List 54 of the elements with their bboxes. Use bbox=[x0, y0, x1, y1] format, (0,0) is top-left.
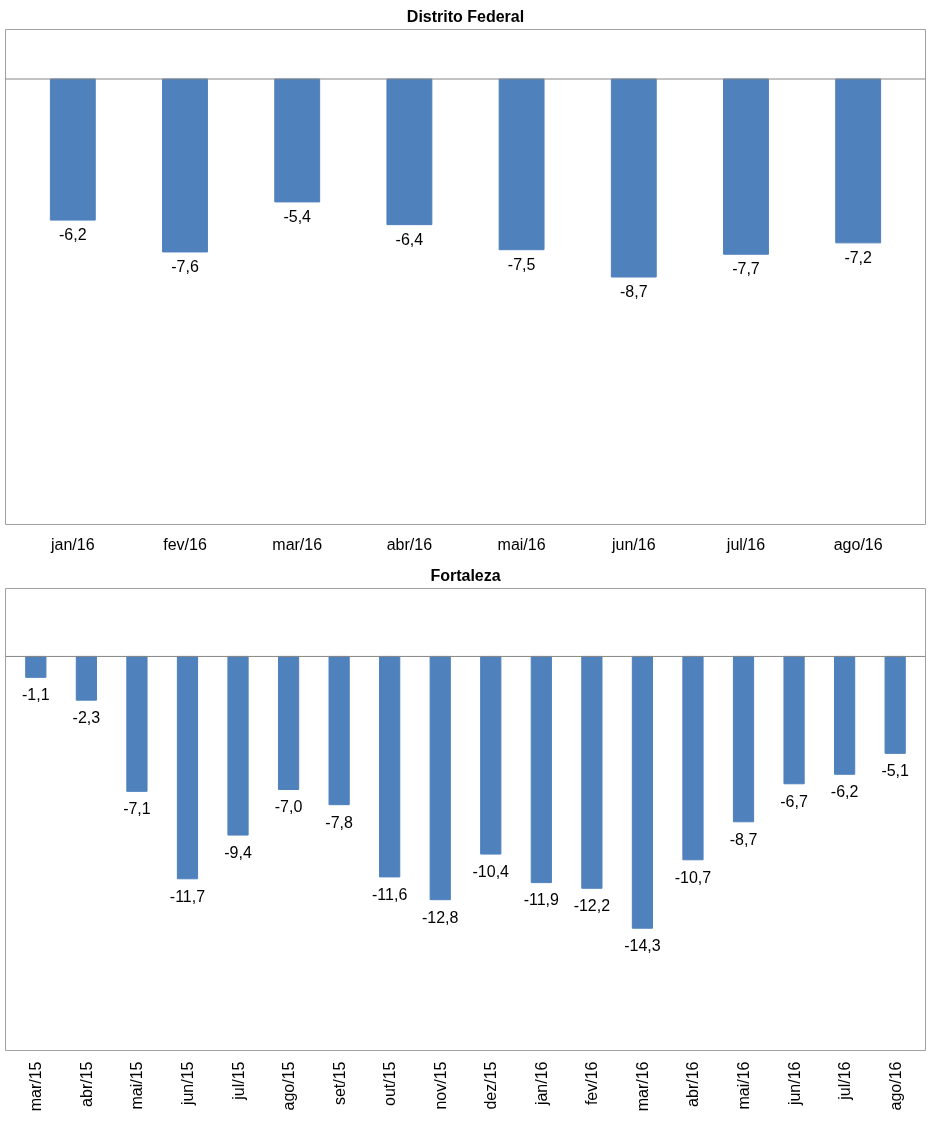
data-label: -1,1 bbox=[22, 686, 50, 704]
data-label: -10,4 bbox=[472, 862, 510, 880]
x-tick-label: mar/15 bbox=[27, 1061, 45, 1112]
x-tick-label: ago/16 bbox=[833, 535, 883, 553]
data-label: -6,2 bbox=[59, 226, 87, 244]
chart-title: Fortaleza bbox=[430, 566, 501, 584]
data-label: -7,7 bbox=[732, 260, 760, 278]
x-tick-label: out/15 bbox=[381, 1061, 399, 1106]
x-tick-label: ago/15 bbox=[280, 1061, 298, 1111]
x-tick-label: jun/15 bbox=[178, 1061, 196, 1107]
x-tick-label: dez/15 bbox=[482, 1061, 500, 1110]
data-label: -6,2 bbox=[830, 783, 859, 801]
data-label: -11,6 bbox=[372, 885, 408, 903]
data-label: -8,7 bbox=[620, 282, 648, 300]
data-label: -7,5 bbox=[507, 255, 536, 273]
x-tick-label: fev/16 bbox=[583, 1061, 601, 1106]
x-tick-label: jul/16 bbox=[725, 535, 766, 553]
x-tick-label: mar/16 bbox=[633, 1061, 651, 1112]
x-tick-label: jul/16 bbox=[836, 1061, 854, 1101]
data-label: -10,7 bbox=[674, 868, 712, 886]
data-label: -5,1 bbox=[881, 762, 910, 780]
data-label: -9,4 bbox=[224, 843, 252, 861]
data-label: -11,9 bbox=[523, 891, 560, 909]
x-tick-label: abr/15 bbox=[77, 1061, 95, 1107]
x-tick-label: jun/16 bbox=[785, 1061, 803, 1107]
data-label: -7,0 bbox=[274, 798, 303, 816]
data-label: -12,8 bbox=[421, 908, 459, 926]
data-label: -6,7 bbox=[780, 792, 808, 810]
x-tick-label: ago/16 bbox=[886, 1061, 904, 1111]
x-tick-label: mai/16 bbox=[735, 1061, 753, 1110]
x-tick-label: fev/16 bbox=[163, 535, 207, 553]
chart-title: Distrito Federal bbox=[406, 7, 525, 25]
data-label: -8,7 bbox=[729, 830, 758, 848]
x-tick-label: mai/15 bbox=[128, 1061, 146, 1110]
data-label: -5,4 bbox=[283, 207, 312, 225]
x-tick-label: mar/16 bbox=[272, 535, 323, 553]
data-label: -12,2 bbox=[573, 897, 611, 915]
x-tick-label: jun/16 bbox=[611, 535, 656, 553]
x-tick-label: abr/16 bbox=[684, 1061, 702, 1107]
data-label: -7,1 bbox=[123, 800, 151, 818]
data-label: -2,3 bbox=[72, 709, 101, 727]
data-label: -6,4 bbox=[395, 230, 424, 248]
data-label: -11,7 bbox=[169, 887, 206, 905]
data-label: -7,8 bbox=[325, 813, 354, 831]
x-tick-label: mai/16 bbox=[497, 535, 546, 553]
x-tick-label: nov/15 bbox=[431, 1061, 449, 1110]
x-tick-label: jul/15 bbox=[229, 1061, 247, 1101]
x-tick-label: jan/16 bbox=[532, 1061, 550, 1107]
x-tick-label: abr/16 bbox=[386, 535, 433, 553]
data-label: -14,3 bbox=[624, 937, 661, 955]
data-label: -7,6 bbox=[171, 257, 199, 275]
x-tick-label: jan/16 bbox=[50, 535, 95, 553]
data-label: -7,2 bbox=[844, 248, 873, 266]
x-tick-label: set/15 bbox=[330, 1061, 348, 1106]
